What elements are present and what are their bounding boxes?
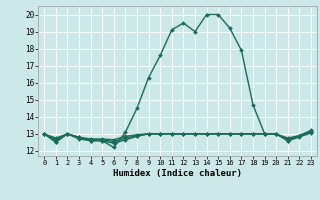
X-axis label: Humidex (Indice chaleur): Humidex (Indice chaleur): [113, 169, 242, 178]
